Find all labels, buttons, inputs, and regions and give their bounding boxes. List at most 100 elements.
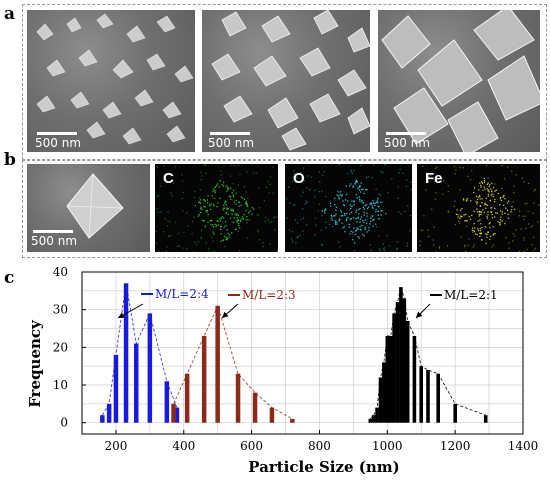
- eds-dot: [419, 244, 421, 247]
- x-tick-label: 400: [172, 439, 195, 453]
- eds-dot: [198, 214, 200, 216]
- eds-dot: [227, 187, 229, 189]
- eds-dot: [304, 203, 306, 205]
- eds-dot: [174, 166, 176, 168]
- eds-dot: [371, 176, 373, 179]
- eds-dot: [338, 191, 340, 193]
- y-tick-label: 30: [53, 303, 68, 317]
- eds-dot: [508, 247, 510, 249]
- eds-dot: [353, 201, 355, 203]
- eds-dot: [321, 210, 323, 212]
- eds-dot: [223, 204, 225, 206]
- eds-dot: [490, 211, 493, 213]
- eds-dot: [230, 209, 232, 212]
- eds-dot: [378, 235, 380, 237]
- eds-dot: [363, 208, 365, 210]
- eds-dot: [243, 198, 246, 200]
- eds-dot: [292, 204, 295, 206]
- eds-dot: [354, 242, 356, 244]
- eds-dot: [504, 212, 506, 214]
- eds-dot: [349, 204, 351, 206]
- eds-dot: [340, 195, 343, 197]
- eds-dot: [267, 180, 269, 183]
- eds-dot: [221, 216, 223, 218]
- eds-dot: [467, 244, 469, 247]
- eds-dot: [345, 219, 348, 222]
- eds-dot: [256, 229, 259, 231]
- eds-dot: [170, 234, 173, 237]
- eds-dot: [343, 204, 345, 207]
- eds-dot: [319, 203, 321, 206]
- eds-dot: [465, 220, 467, 222]
- eds-dot: [438, 246, 441, 248]
- bar: [382, 362, 386, 423]
- eds-dot: [492, 195, 494, 198]
- eds-dot: [251, 206, 254, 209]
- eds-dot: [399, 168, 401, 170]
- eds-dot: [507, 213, 509, 215]
- eds-dot: [171, 195, 173, 197]
- bar: [290, 418, 295, 423]
- eds-dot: [475, 195, 478, 198]
- scale-label-a3: 500 nm: [384, 136, 431, 150]
- eds-dot: [232, 189, 235, 192]
- eds-dot: [320, 229, 322, 231]
- eds-dot: [371, 206, 374, 208]
- eds-dot: [342, 227, 344, 229]
- eds-dot: [237, 230, 239, 232]
- eds-dot: [515, 229, 517, 231]
- eds-dot: [227, 213, 229, 215]
- eds-dot: [473, 222, 475, 225]
- eds-dot: [447, 211, 450, 213]
- eds-dot: [305, 224, 308, 226]
- eds-dot: [198, 197, 200, 199]
- eds-dot: [227, 208, 229, 210]
- eds-dot: [356, 209, 358, 211]
- eds-dot: [168, 235, 170, 237]
- eds-dot: [475, 201, 477, 203]
- eds-dot: [169, 221, 171, 223]
- eds-dot: [249, 219, 251, 221]
- eds-dot: [367, 206, 370, 208]
- bar: [426, 370, 430, 423]
- scale-label-a1: 500 nm: [35, 136, 82, 150]
- eds-dot: [232, 194, 234, 196]
- eds-dot: [200, 202, 202, 204]
- eds-dot: [257, 214, 260, 217]
- eds-dot: [285, 198, 288, 200]
- eds-dot: [488, 191, 490, 193]
- eds-dot: [366, 215, 368, 217]
- eds-dot: [506, 202, 509, 204]
- eds-dot: [357, 217, 359, 219]
- eds-dot: [199, 189, 201, 191]
- bar: [235, 373, 241, 423]
- eds-dot: [482, 189, 484, 191]
- bar: [174, 407, 180, 423]
- eds-dot: [358, 237, 360, 239]
- eds-dot: [221, 183, 223, 186]
- eds-dot: [358, 185, 361, 187]
- eds-dot: [200, 206, 202, 208]
- eds-dot: [257, 187, 260, 189]
- eds-dot: [268, 192, 271, 194]
- eds-dot: [182, 191, 184, 193]
- eds-dot: [481, 181, 483, 183]
- eds-dot: [375, 211, 377, 213]
- eds-dot: [325, 221, 327, 223]
- eds-dot: [271, 221, 273, 223]
- eds-dot: [217, 220, 219, 222]
- eds-dot: [358, 186, 361, 188]
- eds-dot: [337, 195, 340, 197]
- eds-dot: [236, 221, 238, 223]
- eds-dot: [264, 220, 267, 223]
- eds-dot: [216, 183, 218, 185]
- eds-dot: [200, 171, 202, 174]
- eds-dot: [231, 209, 234, 211]
- eds-dot: [276, 250, 278, 252]
- eds-dot: [209, 220, 211, 222]
- eds-dot: [531, 244, 533, 246]
- eds-dot: [492, 186, 495, 189]
- eds-dot: [294, 181, 296, 183]
- eds-dot: [223, 181, 225, 184]
- eds-dot: [527, 210, 529, 213]
